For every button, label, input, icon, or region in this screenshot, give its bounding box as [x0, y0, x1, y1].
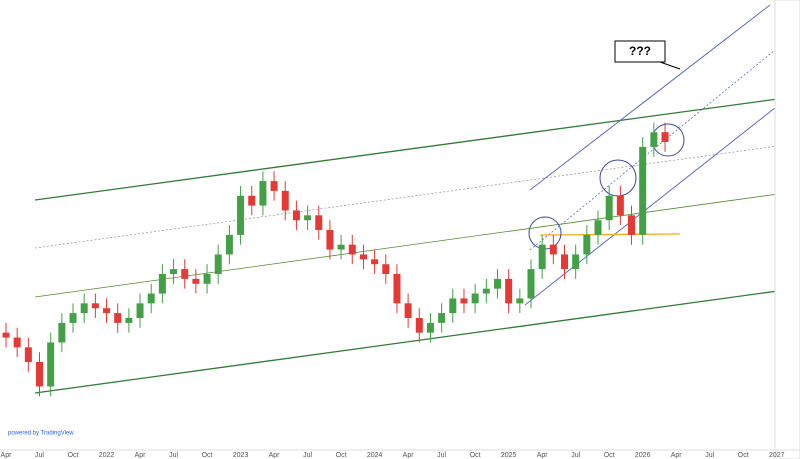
candle-body [616, 195, 624, 216]
support-line [539, 233, 681, 236]
x-tick-label: Apr [1, 452, 13, 459]
callout-pointer [659, 61, 681, 70]
candle-body [125, 318, 133, 323]
candle-body [80, 303, 88, 314]
candle-body [326, 230, 334, 250]
x-tick-label: Apr [403, 452, 415, 459]
x-tick-label: 2025 [501, 452, 517, 459]
candle-body [460, 298, 468, 304]
candle-body [304, 215, 312, 221]
candle-body [58, 322, 66, 343]
candle-body [91, 303, 99, 309]
candle-body [315, 215, 323, 230]
candle-body [415, 318, 423, 333]
candle-body [225, 234, 233, 255]
x-tick-label: Jul [169, 452, 178, 459]
x-tick-label: Jul [571, 452, 580, 459]
x-tick-label: 2023 [233, 452, 249, 459]
candle-body [69, 313, 77, 323]
candle-body [2, 332, 10, 338]
candle-body [382, 264, 390, 274]
candle-body [192, 278, 200, 284]
channel-line [524, 99, 786, 306]
x-tick-label: 2024 [367, 452, 383, 459]
trend-line [34, 289, 786, 394]
candle-body [404, 303, 412, 318]
candle-body [561, 254, 568, 270]
candle-body [572, 254, 580, 270]
x-tick-label: Oct [336, 452, 347, 459]
x-tick-label: Jul [437, 452, 446, 459]
candle-body [359, 254, 367, 260]
watermark: powered by TradingView [8, 431, 74, 437]
x-tick-label: Apr [537, 452, 549, 459]
candle-body [594, 220, 602, 235]
candle-body [371, 259, 379, 265]
candle-body [493, 278, 501, 289]
candle-body [36, 362, 44, 387]
candle-body [147, 293, 155, 304]
candle-body [181, 269, 189, 279]
x-tick-label: Jul [35, 452, 44, 459]
x-tick-label: Apr [135, 452, 147, 459]
candle-body [583, 234, 591, 255]
x-tick-label: 2022 [99, 452, 115, 459]
candle-body [549, 244, 557, 255]
candle-body [639, 146, 647, 235]
candle-body [136, 303, 144, 318]
candle-body [516, 298, 524, 304]
candle-body [628, 215, 636, 235]
candle-body [203, 274, 211, 284]
candle-body [650, 132, 658, 147]
x-tick-label: Jul [705, 452, 714, 459]
candle-body [281, 190, 289, 211]
price-axis [774, 0, 800, 459]
candle-body [605, 195, 613, 221]
candle-body [170, 269, 178, 274]
candle-body [337, 244, 345, 250]
x-tick-label: Jul [303, 452, 312, 459]
callout-box [614, 40, 666, 63]
x-tick-label: 2027 [769, 452, 785, 459]
candle-body [426, 322, 434, 333]
candle-body [214, 254, 222, 274]
x-tick-label: Oct [470, 452, 481, 459]
channel-line [529, 4, 771, 191]
channel-line [529, 49, 776, 251]
candle-body [158, 274, 166, 294]
candle-body [348, 244, 356, 255]
candle-body [661, 132, 669, 142]
candle-body [24, 347, 32, 362]
candle-body [471, 293, 479, 304]
x-tick-label: Apr [269, 452, 281, 459]
candle-body [270, 181, 278, 191]
candle-body [527, 269, 535, 299]
x-tick-label: 2026 [635, 452, 651, 459]
annotation: ??? [629, 44, 651, 58]
candle-body [482, 288, 490, 294]
candle-body [538, 244, 546, 270]
candle-body [47, 342, 55, 387]
candle-body [259, 181, 267, 206]
x-tick-label: Oct [68, 452, 79, 459]
candle-body [449, 298, 457, 314]
x-tick-label: Oct [202, 452, 213, 459]
candle-body [13, 337, 21, 348]
x-tick-label: Apr [671, 452, 683, 459]
candle-body [393, 274, 401, 304]
x-tick-label: Oct [738, 452, 749, 459]
candle-body [114, 313, 122, 323]
candle-body [103, 308, 111, 314]
candle-body [505, 278, 513, 304]
candle-body [292, 210, 300, 221]
trend-line [34, 97, 786, 201]
candle-body [237, 195, 245, 235]
candle-body [248, 195, 256, 206]
x-tick-label: Oct [604, 452, 615, 459]
candle-body [438, 313, 446, 323]
